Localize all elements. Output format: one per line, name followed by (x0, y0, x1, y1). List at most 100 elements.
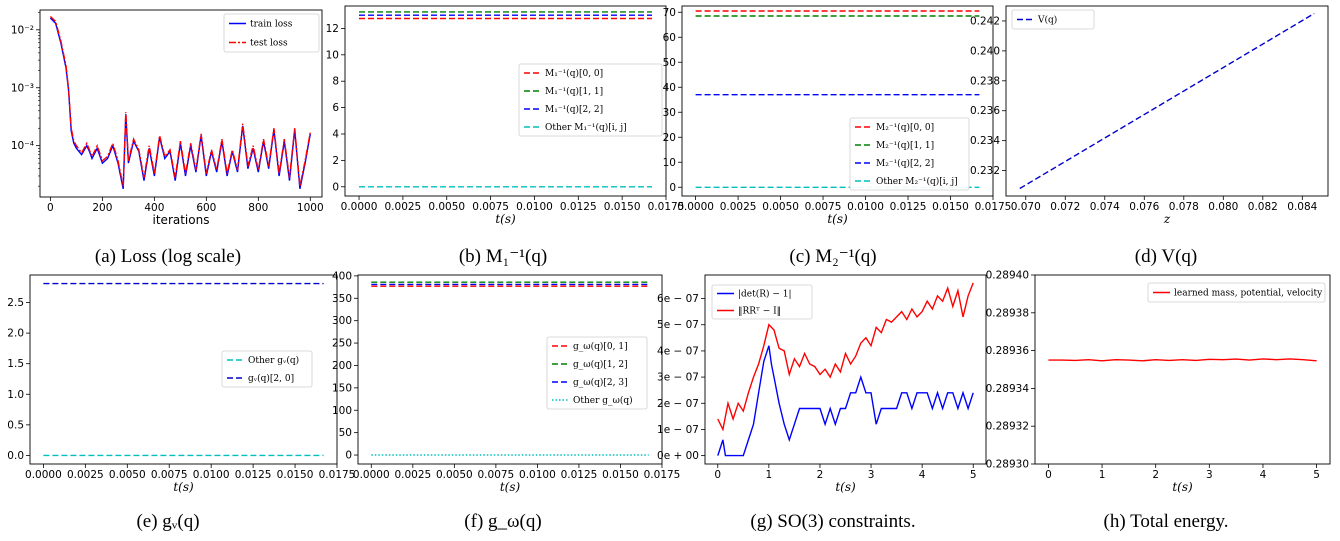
x-tick-label: 3 (868, 469, 875, 481)
legend-label: M₂⁻¹(q)[1, 1] (876, 140, 934, 151)
y-tick-label: 10⁻⁴ (11, 140, 34, 152)
axes-frame (344, 5, 667, 197)
legend-label: Other M₂⁻¹(q)[i, j] (876, 176, 958, 187)
y-tick-label: 100 (332, 405, 352, 417)
x-tick-label: 0 (47, 202, 54, 214)
y-tick-label: 10 (326, 49, 339, 61)
panel-h: 0 1 2 3 4 5 0.28930 0.28932 0.28934 0.28936 0.2893… (986, 270, 1331, 532)
y-tick-label: 200 (332, 360, 352, 372)
x-tick-label: 0.0175 (975, 201, 1012, 213)
x-tick-label: 800 (248, 202, 268, 214)
x-axis-label: t(s) (173, 480, 194, 494)
y-tick-label: 2.5 (7, 297, 24, 309)
legend-label: V(q) (1037, 15, 1057, 26)
x-tick-label: 0.0075 (805, 201, 842, 213)
x-axis-label: t(s) (500, 480, 521, 494)
x-tick-label: 600 (196, 202, 216, 214)
axes-frame (1034, 274, 1331, 465)
axes-frame (681, 5, 994, 197)
x-tick-label: 0.0025 (394, 469, 431, 481)
y-tick-label: 0.238 (970, 75, 1000, 87)
x-tick-label: 0.078 (1169, 201, 1199, 213)
axes-frame (29, 274, 338, 465)
y-tick-label: 70 (663, 7, 676, 19)
x-tick-label: 0.0050 (436, 469, 473, 481)
x-tick-label: 0.0175 (319, 469, 356, 481)
x-tick-label: 0.0075 (472, 201, 509, 213)
legend-box (1011, 9, 1095, 30)
series-line-2 (49, 15, 311, 187)
x-tick-label: 0.0050 (428, 201, 465, 213)
panel-caption: (h) Total energy. (1104, 511, 1229, 532)
y-tick-label: 3e − 07 (657, 372, 699, 384)
x-tick-label: 0.0175 (648, 201, 685, 213)
legend: |det(R) − 1| ‖RRᵀ − I‖ (711, 284, 813, 320)
y-tick-label: 10⁻² (11, 24, 34, 36)
y-tick-label: 0.236 (970, 105, 1000, 117)
x-tick-label: 2 (1152, 469, 1159, 481)
x-tick-label: 0.074 (1090, 201, 1120, 213)
y-tick-label: 2.0 (7, 328, 24, 340)
legend-box (1147, 282, 1326, 303)
y-tick-label: 1.5 (7, 358, 24, 370)
legend-box (223, 13, 320, 53)
legend-label: g_ω(q)[0, 1] (573, 341, 628, 352)
x-tick-label: 0.082 (1248, 201, 1278, 213)
legend-label: ‖RRᵀ − I‖ (738, 307, 781, 317)
y-tick-label: 0e + 00 (657, 450, 699, 462)
y-tick-label: 2 (332, 155, 339, 167)
y-tick-label: 2e − 07 (657, 398, 699, 410)
legend-label: |det(R) − 1| (738, 289, 792, 300)
x-axis-label: t(s) (495, 212, 516, 226)
x-tick-label: 0.0100 (847, 201, 884, 213)
y-tick-label: 1e − 07 (657, 424, 699, 436)
panel-caption: (g) SO(3) constraints. (750, 511, 915, 532)
y-tick-label: 50 (339, 427, 352, 439)
x-tick-label: 0.0125 (560, 201, 597, 213)
y-tick-label: 400 (332, 270, 352, 282)
x-tick-label: 0.0025 (720, 201, 757, 213)
x-tick-label: 400 (144, 202, 164, 214)
panel-caption: (b) M₁⁻¹(q) (459, 246, 547, 267)
legend-label: Other gᵥ(q) (248, 355, 299, 366)
x-tick-label: 2 (817, 469, 824, 481)
x-tick-label: 0.0175 (644, 469, 681, 481)
x-tick-label: 0.0150 (932, 201, 969, 213)
series-line-1 (1048, 358, 1317, 362)
legend: Other gᵥ(q) gᵥ(q)[2, 0] (221, 350, 313, 388)
panel-caption: (c) M₂⁻¹(q) (789, 246, 876, 267)
axes-frame (1005, 5, 1329, 197)
x-tick-label: 0.0150 (277, 469, 314, 481)
panel-caption: (e) gᵥ(q) (136, 511, 199, 532)
y-tick-label: 0.234 (970, 135, 1000, 147)
x-tick-label: 1 (766, 469, 773, 481)
y-tick-label: 150 (332, 382, 352, 394)
y-tick-label: 1.0 (7, 389, 24, 401)
y-tick-label: 20 (663, 132, 676, 144)
x-tick-label: 0.0050 (762, 201, 799, 213)
axes-frame (39, 9, 323, 198)
y-tick-label: 0.5 (7, 419, 24, 431)
legend-box (518, 63, 663, 137)
legend: M₂⁻¹(q)[0, 0] M₂⁻¹(q)[1, 1] M₂⁻¹(q)[2, 2] O… (849, 117, 970, 191)
y-tick-label: 0.0 (7, 450, 24, 462)
x-tick-label: 0.0100 (193, 469, 230, 481)
legend-box (546, 336, 648, 410)
x-tick-label: 0.0125 (561, 469, 598, 481)
x-tick-label: 0.080 (1208, 201, 1238, 213)
y-tick-label: 10 (663, 157, 676, 169)
x-tick-label: 0.0025 (385, 201, 422, 213)
x-tick-label: 3 (1206, 469, 1213, 481)
y-tick-label: 0.28930 (986, 459, 1029, 471)
series-line-1 (1019, 12, 1315, 190)
legend-label: M₂⁻¹(q)[0, 0] (876, 122, 934, 133)
legend-label: Other g_ω(q) (573, 395, 633, 406)
legend-box (221, 350, 313, 388)
legend-label: M₂⁻¹(q)[2, 2] (876, 158, 934, 169)
x-tick-label: 0.070 (1011, 201, 1041, 213)
x-tick-label: 5 (970, 469, 977, 481)
y-tick-label: 0.28934 (986, 383, 1030, 395)
y-tick-label: 5e − 07 (657, 319, 699, 331)
legend-label: test loss (250, 39, 288, 49)
legend: learned mass, potential, velocity (1147, 282, 1326, 303)
